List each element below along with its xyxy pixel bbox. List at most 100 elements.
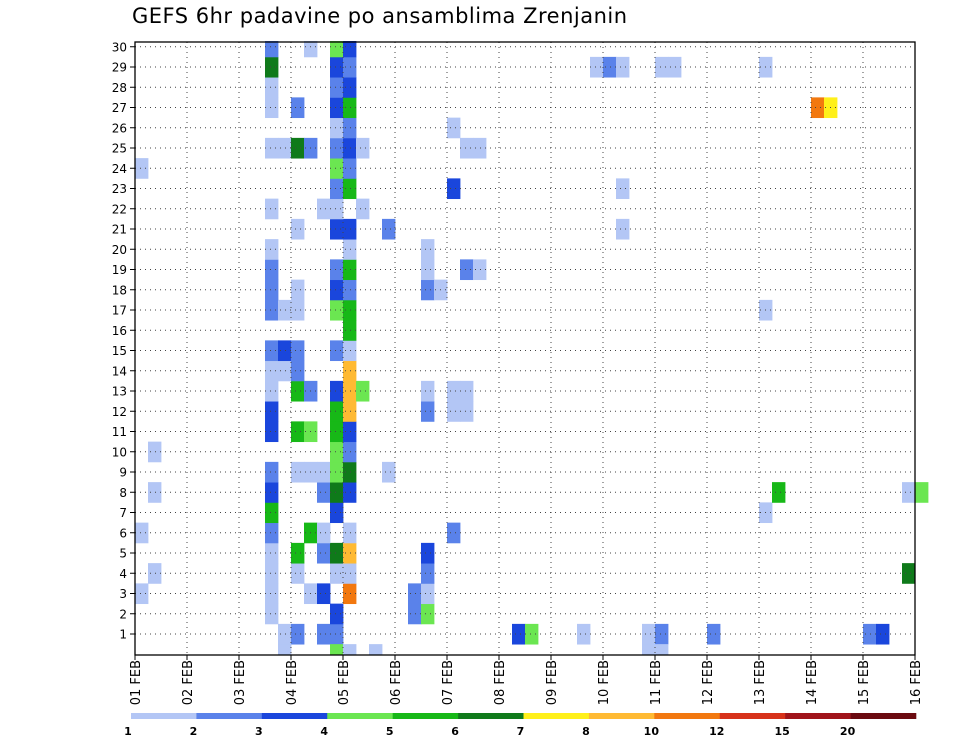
chart-title: GEFS 6hr padavine po ansamblima Zrenjani… xyxy=(132,4,628,28)
heatmap-cell xyxy=(460,380,474,402)
heatmap-cell xyxy=(291,623,305,645)
heatmap-cell xyxy=(343,137,357,159)
heatmap-cell xyxy=(265,198,279,220)
heatmap-cell xyxy=(291,360,305,382)
heatmap-cell xyxy=(265,360,279,382)
heatmap-cell xyxy=(265,259,279,281)
y-tick-label: 11 xyxy=(112,425,127,439)
legend-swatch xyxy=(654,713,721,719)
heatmap-cell xyxy=(343,178,357,200)
heatmap-cell xyxy=(421,603,435,625)
legend-swatch xyxy=(392,713,459,719)
heatmap-cell xyxy=(330,56,344,78)
x-tick-label: 04 FEB xyxy=(285,660,300,705)
heatmap-cell xyxy=(265,401,279,422)
y-tick-label: 7 xyxy=(119,506,127,520)
heatmap-cell xyxy=(330,340,344,362)
heatmap-cell xyxy=(265,461,279,483)
heatmap-cell xyxy=(343,583,357,605)
heatmap-cell xyxy=(655,56,669,78)
heatmap-cell xyxy=(343,482,357,503)
heatmap-cell xyxy=(473,259,487,281)
heatmap-cell xyxy=(330,198,344,220)
heatmap-cell xyxy=(135,522,149,544)
heatmap-cell xyxy=(330,259,344,281)
legend-label: 12 xyxy=(709,725,724,738)
heatmap-cell xyxy=(343,461,357,483)
heatmap-cell xyxy=(330,218,344,240)
y-tick-label: 15 xyxy=(112,344,127,358)
heatmap-cell xyxy=(915,482,929,503)
heatmap-cell xyxy=(447,117,461,139)
heatmap-cell xyxy=(525,623,539,645)
heatmap-cell xyxy=(421,279,435,301)
y-tick-label: 12 xyxy=(112,405,127,419)
heatmap-cell xyxy=(265,41,279,58)
heatmap-cell xyxy=(265,502,279,524)
heatmap-cell xyxy=(265,299,279,321)
heatmap-cell xyxy=(876,623,890,645)
legend-swatch xyxy=(458,713,524,719)
heatmap-cell xyxy=(265,239,279,260)
heatmap-cell xyxy=(265,340,279,362)
legend-swatch xyxy=(327,713,393,719)
x-tick-label: 08 FEB xyxy=(493,660,508,705)
heatmap-cell xyxy=(343,239,357,260)
heatmap-cell xyxy=(330,441,344,463)
heatmap-cell xyxy=(265,542,279,564)
heatmap-cell xyxy=(421,239,435,260)
heatmap-cell xyxy=(772,482,786,503)
y-tick-label: 6 xyxy=(119,526,127,540)
y-tick-label: 28 xyxy=(112,81,127,95)
heatmap-cell xyxy=(590,56,604,78)
heatmap-cell xyxy=(421,380,435,402)
y-tick-label: 29 xyxy=(112,61,127,75)
heatmap-cell xyxy=(291,279,305,301)
legend-swatch xyxy=(588,713,655,719)
legend-label: 15 xyxy=(775,725,790,738)
heatmap-cell xyxy=(343,259,357,281)
legend-label: 1 xyxy=(124,725,132,738)
legend-swatch xyxy=(523,713,590,719)
x-tick-label: 15 FEB xyxy=(857,660,872,705)
heatmap-cell xyxy=(811,97,825,119)
heatmap-cell xyxy=(291,421,305,443)
x-tick-label: 03 FEB xyxy=(233,660,248,705)
heatmap-cell xyxy=(304,41,318,58)
heatmap-cell xyxy=(278,360,292,382)
y-tick-label: 2 xyxy=(119,607,127,621)
heatmap-cell xyxy=(343,522,357,544)
plot-frame xyxy=(134,41,916,656)
x-tick-label: 16 FEB xyxy=(909,660,924,705)
heatmap-cell xyxy=(902,563,916,584)
heatmap-cell xyxy=(317,198,331,220)
heatmap-cell xyxy=(148,563,162,584)
heatmap-cell xyxy=(382,461,396,483)
legend-label: 8 xyxy=(582,725,590,738)
heatmap-cell xyxy=(512,623,526,645)
heatmap-cell xyxy=(148,441,162,463)
legend-label: 6 xyxy=(451,725,459,738)
legend-label: 2 xyxy=(190,725,198,738)
heatmap-cell xyxy=(265,563,279,584)
legend-label: 3 xyxy=(255,725,263,738)
y-tick-label: 20 xyxy=(112,243,127,257)
heatmap-cell xyxy=(291,299,305,321)
y-tick-label: 17 xyxy=(112,304,127,318)
legend-swatch xyxy=(785,713,851,719)
y-tick-label: 3 xyxy=(119,587,127,601)
y-tick-label: 5 xyxy=(119,547,127,561)
heatmap-cell xyxy=(343,41,357,58)
heatmap-cell xyxy=(447,178,461,200)
y-tick-label: 1 xyxy=(119,628,127,642)
heatmap-cell xyxy=(343,56,357,78)
heatmap-cell xyxy=(655,623,669,645)
heatmap-cell xyxy=(265,380,279,402)
y-tick-label: 21 xyxy=(112,223,127,237)
heatmap-cell xyxy=(330,542,344,564)
heatmap-cell xyxy=(460,137,474,159)
heatmap-cell xyxy=(317,583,331,605)
heatmap-cell xyxy=(616,218,630,240)
heatmap-cell xyxy=(291,97,305,119)
